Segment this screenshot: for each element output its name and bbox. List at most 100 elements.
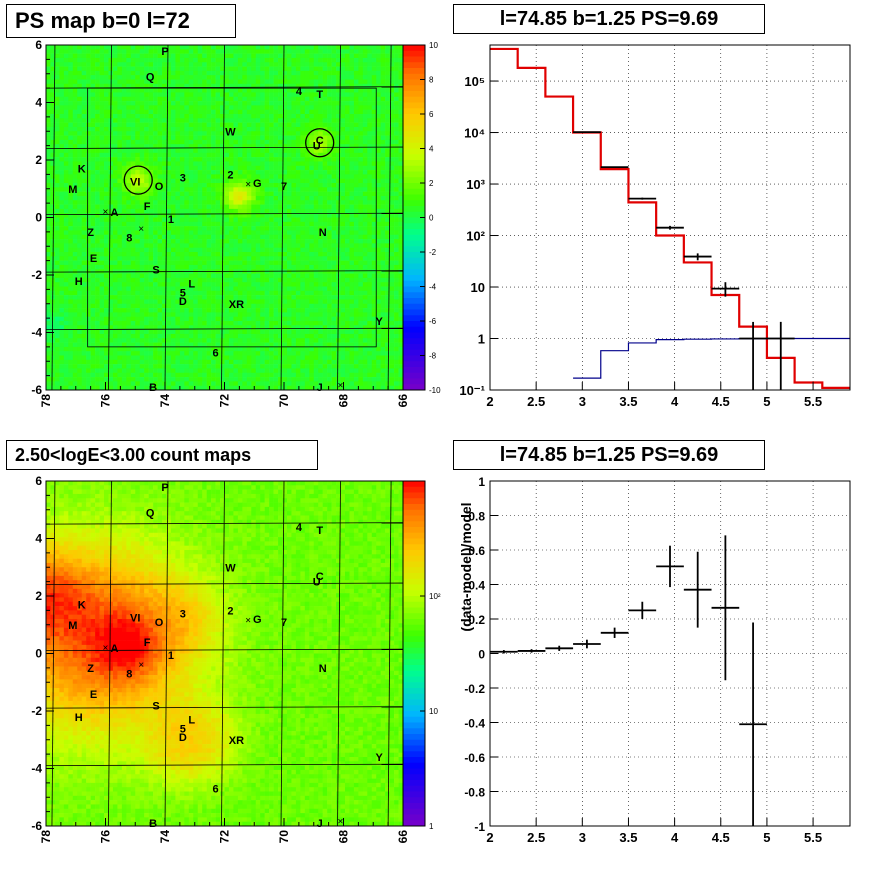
map-pixel [264,239,270,244]
map-pixel [50,114,56,119]
map-pixel [54,75,60,80]
map-pixel [193,221,199,227]
map-pixel [126,226,132,231]
map-pixel [46,101,51,106]
map-pixel [380,161,386,167]
map-pixel [233,96,239,102]
map-pixel [86,157,91,162]
map-pixel [95,312,100,317]
map-pixel [295,96,301,102]
map-pixel [126,62,132,67]
map-pixel [237,217,243,223]
map-pixel [349,57,355,63]
map-pixel [50,131,56,136]
map-pixel [327,273,332,279]
map-pixel [126,118,132,123]
map-pixel [304,217,310,223]
map-pixel [300,135,306,141]
map-pixel [135,273,141,279]
map-pixel [153,45,158,50]
map-pixel [322,45,328,50]
map-pixel [153,204,158,210]
map-pixel [121,96,127,102]
map-pixel [68,118,74,123]
map-pixel [170,45,176,50]
map-pixel [81,247,87,253]
map-pixel [59,221,65,227]
map-pixel [398,178,404,184]
map-pixel [206,247,212,253]
map-pixel [157,139,163,145]
map-pixel [233,105,239,110]
map-pixel [228,88,234,93]
map-pixel [327,144,332,149]
map-pixel [148,53,154,59]
map-pixel [166,286,172,292]
map-pixel [344,303,350,309]
map-pixel [380,252,386,257]
map-pixel [398,49,404,54]
map-pixel [179,152,185,158]
map-pixel [193,165,199,171]
map-pixel [286,200,292,205]
map-pixel [318,234,323,240]
map-pixel [193,295,199,300]
map-pixel [246,57,252,63]
map-pixel [170,109,176,115]
map-pixel [224,126,230,132]
map-pixel [130,243,136,248]
map-pixel [255,157,261,162]
map-pixel [72,45,78,50]
map-pixel [112,200,118,205]
map-pixel [327,174,332,179]
map-pixel [63,96,69,102]
map-pixel [318,264,323,270]
map-pixel [193,230,199,236]
map-pixel [282,256,288,261]
map-pixel [166,70,172,76]
map-pixel [188,131,194,136]
map-pixel [54,45,60,50]
map-pixel [246,239,252,244]
map-pixel [121,62,127,67]
map-pixel [104,247,109,253]
map-pixel [380,49,386,54]
map-pixel [349,92,355,98]
map-pixel [68,195,74,201]
map-pixel [389,170,395,175]
map-pixel [224,122,230,128]
map-pixel [206,295,212,300]
map-pixel [358,144,364,149]
map-pixel [170,148,176,154]
map-pixel [380,204,386,210]
map-pixel [188,139,194,145]
map-pixel [99,152,105,158]
map-pixel [162,75,167,80]
map-pixel [121,230,127,236]
map-pixel [313,170,319,175]
map-pixel [358,204,364,210]
map-pixel [389,126,395,132]
map-pixel [139,105,145,110]
map-pixel [162,226,167,231]
map-pixel [72,234,78,240]
map-pixel [295,200,301,205]
map-pixel [358,290,364,296]
map-pixel [130,204,136,210]
map-pixel [68,230,74,236]
map-pixel [246,152,252,158]
map-pixel [371,260,377,266]
map-pixel [77,226,82,231]
map-pixel [220,226,225,231]
map-pixel [331,230,337,236]
map-pixel [72,277,78,283]
map-pixel [282,178,288,184]
map-pixel [362,109,368,115]
map-pixel [184,66,190,72]
map-pixel [300,183,306,188]
map-pixel [170,57,176,63]
map-pixel [376,88,381,93]
map-pixel [286,70,292,76]
map-pixel [233,273,239,279]
map-pixel [331,83,337,89]
